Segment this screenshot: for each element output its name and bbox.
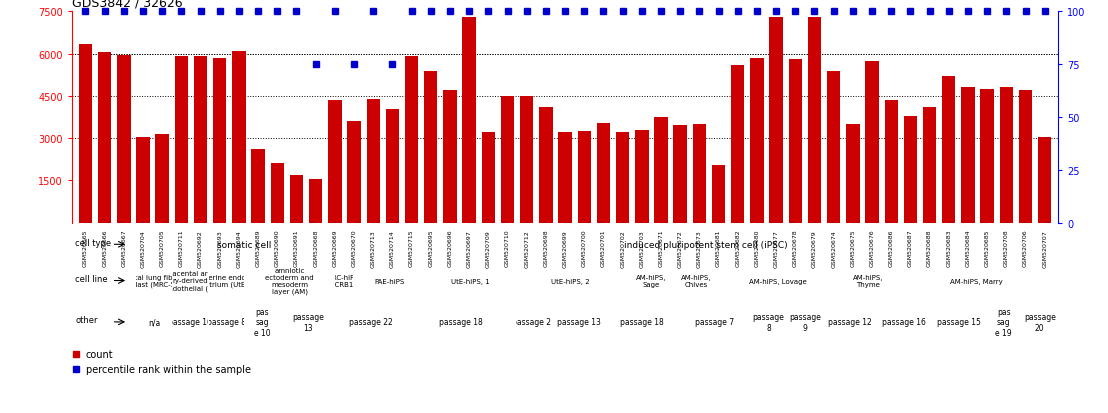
Text: PAE-hiPS: PAE-hiPS [373,278,404,284]
Text: passage 27: passage 27 [512,318,555,327]
Bar [213,59,226,223]
Text: passage 7: passage 7 [695,318,733,327]
Bar [443,91,456,223]
Text: amniotic
ectoderm and
mesoderm
layer (AM): amniotic ectoderm and mesoderm layer (AM… [265,267,314,294]
Text: n/a: n/a [148,318,161,327]
Text: passage 15: passage 15 [936,318,981,327]
Bar [520,97,533,223]
Bar [981,90,994,223]
Bar [692,125,706,223]
Text: passage
13: passage 13 [291,313,324,332]
Text: count: count [85,349,113,359]
Bar [942,77,955,223]
Text: GDS3842 / 32626: GDS3842 / 32626 [72,0,183,10]
Text: passage 18: passage 18 [440,318,483,327]
Bar [1019,91,1033,223]
Text: passage 8: passage 8 [207,318,246,327]
Text: passage 13: passage 13 [557,318,601,327]
Bar [847,125,860,223]
Bar [404,57,419,223]
Bar [155,135,168,223]
Bar [750,59,763,223]
Bar [233,52,246,223]
Bar [290,175,304,223]
Bar [865,62,879,223]
Text: passage 12: passage 12 [828,318,872,327]
Bar [79,45,92,223]
Text: cell line: cell line [75,274,107,283]
Bar [558,133,572,223]
Bar [367,100,380,223]
Bar [540,108,553,223]
Bar [309,180,322,223]
Text: AM-hiPS,
Sage: AM-hiPS, Sage [636,274,666,287]
Text: passage 22: passage 22 [349,318,393,327]
Bar [117,56,131,223]
Text: pas
sag
e 10: pas sag e 10 [254,307,270,337]
Text: cell type: cell type [75,239,111,248]
Bar [789,60,802,223]
Bar [501,97,514,223]
Bar [386,109,399,223]
Bar [635,131,648,223]
Bar [674,126,687,223]
Text: AM-hiPS,
Thyme: AM-hiPS, Thyme [853,274,883,287]
Bar [482,133,495,223]
Text: UtE-hiPS, 2: UtE-hiPS, 2 [551,278,589,284]
Bar [1038,138,1051,223]
Bar [194,57,207,223]
Bar [999,88,1013,223]
Text: pas
sag
e 19: pas sag e 19 [995,307,1012,337]
Text: AM-hiPS, Lovage: AM-hiPS, Lovage [749,278,807,284]
Text: passage
20: passage 20 [1024,313,1056,332]
Text: passage 16: passage 16 [168,318,212,327]
Text: passage
9: passage 9 [789,313,821,332]
Bar [136,138,150,223]
Bar [252,150,265,223]
Bar [769,18,783,223]
Text: fetal lung fibro
blast (MRC-5): fetal lung fibro blast (MRC-5) [129,274,179,287]
Bar [711,166,726,223]
Text: AM-hiPS,
Chives: AM-hiPS, Chives [681,274,711,287]
Bar [827,71,840,223]
Bar [597,123,611,223]
Text: somatic cell: somatic cell [217,240,271,249]
Bar [904,116,917,223]
Text: passage
8: passage 8 [752,313,784,332]
Text: AM-hiPS, Marry: AM-hiPS, Marry [951,278,1003,284]
Text: percentile rank within the sample: percentile rank within the sample [85,364,250,374]
Bar [347,122,361,223]
Bar [808,18,821,223]
Bar [175,57,188,223]
Text: UtE-hiPS, 1: UtE-hiPS, 1 [451,278,490,284]
Bar [962,88,975,223]
Bar [98,53,111,223]
Text: placental arte
ry-derived
endothelial (PA: placental arte ry-derived endothelial (P… [164,271,216,291]
Bar [424,71,438,223]
Text: induced pluripotent stem cell (iPSC): induced pluripotent stem cell (iPSC) [624,240,787,249]
Bar [616,133,629,223]
Bar [655,118,668,223]
Bar [328,101,341,223]
Bar [462,18,475,223]
Text: uterine endom
etrium (UtE): uterine endom etrium (UtE) [201,274,253,287]
Text: passage 16: passage 16 [882,318,926,327]
Bar [923,108,936,223]
Text: other: other [75,316,98,325]
Bar [577,132,591,223]
Bar [884,101,897,223]
Text: passage 18: passage 18 [620,318,664,327]
Bar [270,164,284,223]
Bar [731,66,745,223]
Text: MRC-hiPS,
Tic(JCRB1331: MRC-hiPS, Tic(JCRB1331 [320,274,368,287]
